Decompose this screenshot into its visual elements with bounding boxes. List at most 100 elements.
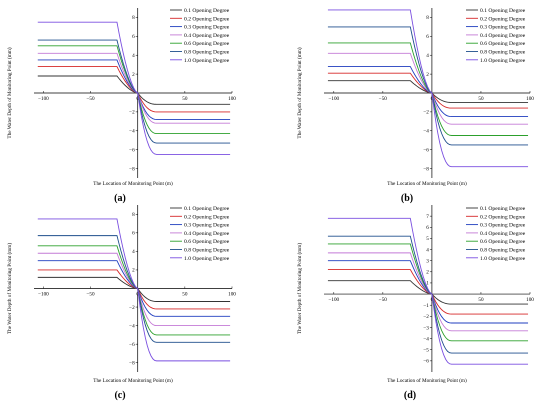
series-line (37, 21, 231, 155)
y-tick-label: 4 (426, 53, 429, 59)
y-tick-label: −8 (129, 166, 135, 172)
legend-label: 0.6 Opening Degree (184, 41, 230, 47)
legend-label: 1.0 Opening Degree (184, 58, 230, 64)
x-tick-label: −50 (87, 96, 96, 102)
y-tick-label: −8 (129, 361, 135, 367)
y-tick-label: −1 (423, 303, 429, 309)
legend-label: 0.1 Opening Degree (480, 8, 526, 14)
legend-label: 0.8 Opening Degree (480, 248, 526, 254)
chart-panel: −8 −6 −4 −2 2 4 6 8 −100 −50 0 50 100 0.1 Opening Deg… (6, 8, 236, 204)
legend-label: 1.0 Opening Degree (184, 256, 230, 262)
legend-label: 0.2 Opening Degree (184, 214, 230, 220)
y-tick-label: −3 (423, 325, 429, 331)
x-tick-label: −50 (87, 292, 96, 298)
x-tick-label: 100 (526, 96, 534, 102)
panel-letter: (b) (401, 193, 413, 204)
series-line (37, 276, 231, 302)
legend-label: 0.2 Opening Degree (184, 16, 230, 22)
y-tick-label: −5 (423, 348, 429, 354)
y-axis-title: The Water Depth of Monitoring Point (mm) (296, 47, 303, 138)
x-tick-label: 50 (478, 297, 484, 303)
chart-panel: −8 −6 −4 −2 2 4 6 8 −100 −50 0 50 100 0.1 Opening Deg… (6, 205, 236, 401)
legend-label: 0.6 Opening Degree (480, 239, 526, 245)
y-axis-title: The Water Depth of Monitoring Point (mm) (6, 243, 13, 334)
y-tick-label: 2 (132, 268, 135, 274)
y-tick-label: 8 (132, 15, 135, 21)
x-axis-title: The Location of Monitoring Point (m) (93, 180, 173, 187)
y-tick-label: −4 (129, 323, 135, 329)
series-line (327, 9, 529, 168)
series-line (37, 218, 231, 362)
y-tick-label: −4 (129, 129, 135, 135)
x-tick-label: −50 (379, 297, 388, 303)
x-tick-label: −100 (38, 292, 49, 298)
y-tick-label: 6 (132, 231, 135, 237)
y-tick-label: −2 (129, 305, 135, 311)
chart-panel: −8 −6 −4 −2 2 4 6 8 −100 −50 0 50 100 0.1 Opening Deg… (296, 8, 534, 204)
y-tick-label: 4 (426, 247, 429, 253)
legend-label: 0.3 Opening Degree (480, 25, 526, 31)
y-axis-title: The Water Depth of Monitoring Point (mm) (296, 243, 303, 334)
x-tick-label: 100 (526, 297, 534, 303)
legend-label: 0.3 Opening Degree (480, 223, 526, 229)
y-tick-label: 2 (132, 72, 135, 78)
y-tick-label: 2 (426, 72, 429, 78)
legend-label: 0.4 Opening Degree (184, 231, 230, 237)
legend-label: 0.4 Opening Degree (480, 231, 526, 237)
x-tick-label: 0 (136, 96, 139, 102)
y-tick-label: −4 (423, 336, 429, 342)
x-tick-label: 0 (136, 292, 139, 298)
y-tick-label: −2 (423, 314, 429, 320)
y-tick-label: −6 (129, 147, 135, 153)
x-tick-label: 50 (182, 292, 188, 298)
y-tick-label: 8 (426, 15, 429, 21)
y-tick-label: −2 (129, 110, 135, 116)
legend-label: 0.8 Opening Degree (184, 248, 230, 254)
legend-label: 0.1 Opening Degree (184, 206, 230, 212)
y-tick-label: −4 (423, 129, 429, 135)
legend-label: 1.0 Opening Degree (480, 256, 526, 262)
x-tick-label: −100 (328, 96, 339, 102)
y-tick-label: 6 (426, 34, 429, 40)
x-tick-label: 50 (478, 96, 484, 102)
x-tick-label: −100 (328, 297, 339, 303)
x-tick-label: 0 (431, 96, 434, 102)
chart-panel: −6 −5 −4 −3 −2 −1 1 2 3 4 5 6 7 −100 −50 0 50 100 0.1 Open… (296, 205, 534, 401)
x-axis-title: The Location of Monitoring Point (m) (387, 180, 467, 187)
y-tick-label: 6 (132, 34, 135, 40)
y-tick-label: 5 (426, 236, 429, 242)
x-axis-title: The Location of Monitoring Point (m) (93, 377, 173, 384)
x-tick-label: −50 (379, 96, 388, 102)
y-tick-label: 8 (132, 212, 135, 218)
legend-label: 0.2 Opening Degree (480, 16, 526, 22)
y-tick-label: 7 (426, 214, 429, 220)
x-tick-label: 100 (228, 96, 236, 102)
y-tick-label: −6 (423, 147, 429, 153)
legend-label: 0.8 Opening Degree (480, 50, 526, 56)
series-line (327, 217, 529, 365)
legend-label: 0.6 Opening Degree (184, 239, 230, 245)
x-tick-label: −100 (38, 96, 49, 102)
legend-label: 1.0 Opening Degree (480, 58, 526, 64)
series-line (37, 269, 231, 310)
y-tick-label: 3 (426, 258, 429, 264)
y-tick-label: −2 (423, 110, 429, 116)
legend-label: 0.8 Opening Degree (184, 50, 230, 56)
legend-label: 0.4 Opening Degree (184, 33, 230, 39)
panel-letter: (c) (114, 390, 125, 401)
legend-label: 0.4 Opening Degree (480, 33, 526, 39)
x-axis-title: The Location of Monitoring Point (m) (387, 377, 467, 384)
legend-label: 0.6 Opening Degree (480, 41, 526, 47)
x-tick-label: 50 (182, 96, 188, 102)
legend-label: 0.3 Opening Degree (184, 223, 230, 229)
y-axis-title: The Water Depth of Monitoring Point (mm) (6, 47, 13, 138)
y-tick-label: −6 (129, 342, 135, 348)
y-tick-label: 6 (426, 225, 429, 231)
y-tick-label: −8 (423, 166, 429, 172)
y-tick-label: 4 (132, 53, 135, 59)
legend-label: 0.1 Opening Degree (184, 8, 230, 14)
legend-label: 0.2 Opening Degree (480, 214, 526, 220)
y-tick-label: 2 (426, 270, 429, 276)
panel-letter: (d) (404, 390, 416, 401)
panel-letter: (a) (114, 193, 126, 204)
